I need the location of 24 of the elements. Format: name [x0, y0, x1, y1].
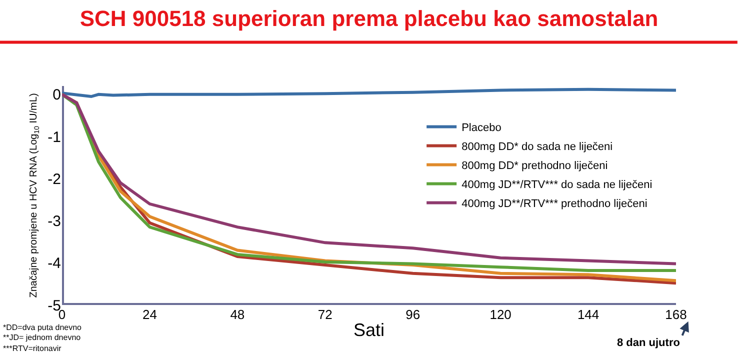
- text: *DD=dva puta dnevno: [3, 323, 82, 332]
- chart-title: SCH 900518 superioran prema placebu kao samostalan: [80, 6, 658, 32]
- x-tick-label: 120: [490, 307, 512, 322]
- legend-label: 800mg DD* do sada ne liječeni: [462, 141, 613, 154]
- legend-label: 400mg JD**/RTV*** do sada ne liječeni: [462, 179, 652, 192]
- y-tick-label: -3: [48, 213, 61, 230]
- y-tick-label: -1: [48, 128, 61, 146]
- x-tick-label: 24: [142, 307, 157, 322]
- x-tick-label: 48: [230, 307, 245, 322]
- x-axis-title: Sati: [353, 320, 385, 340]
- legend-label: Placebo: [462, 122, 502, 134]
- x-tick-label: 168: [665, 307, 687, 322]
- line-series: [62, 88, 676, 98]
- y-tick-label: 0: [52, 86, 61, 104]
- text: ***RTV=ritonavir: [3, 344, 62, 353]
- x-tick-label: 96: [406, 307, 420, 322]
- legend-label: 400mg JD**/RTV*** prethodno liječeni: [462, 198, 648, 210]
- y-tick-label: -4: [48, 255, 61, 272]
- y-tick-label: -2: [48, 170, 61, 188]
- text: **JD= jednom dnevno: [3, 333, 82, 342]
- x-tick-label: 72: [318, 307, 332, 322]
- x-tick-label: 144: [577, 307, 600, 322]
- legend-label: 800mg DD* prethodno liječeni: [462, 160, 608, 172]
- text: 8 dan ujutro: [617, 337, 680, 349]
